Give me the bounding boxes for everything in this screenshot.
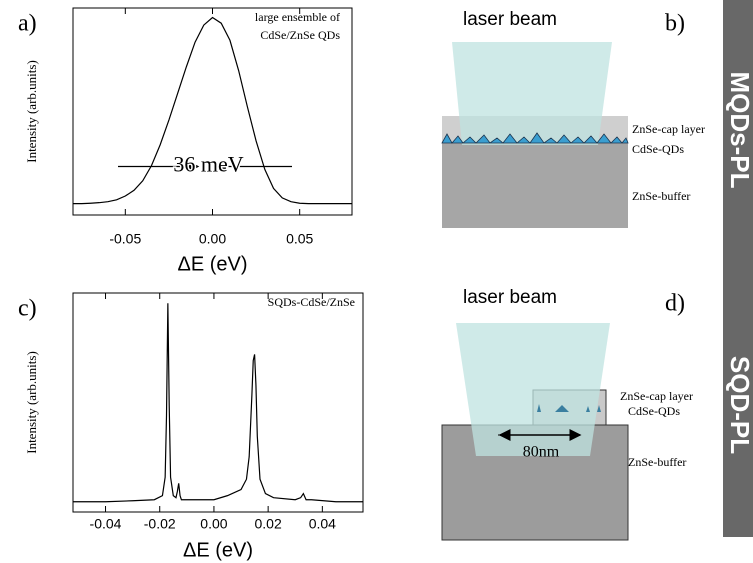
buffer-label: ZnSe-buffer bbox=[632, 189, 690, 203]
x-tick-label: -0.04 bbox=[90, 516, 122, 532]
x-tick-label: -0.02 bbox=[144, 516, 176, 532]
x-tick-label: 0.00 bbox=[199, 231, 226, 247]
panel-label: b) bbox=[665, 11, 685, 37]
size-label: 80nm bbox=[523, 444, 560, 461]
x-axis-label: ΔE (eV) bbox=[183, 539, 253, 561]
quantum-dots bbox=[441, 132, 629, 144]
fwhm-label: 36 meV bbox=[173, 152, 243, 177]
annotation: CdSe/ZnSe QDs bbox=[260, 28, 340, 42]
spectrum-line bbox=[73, 303, 363, 503]
plot-frame bbox=[72, 292, 364, 513]
buffer-layer bbox=[442, 143, 628, 228]
beam-label: laser beam bbox=[463, 9, 557, 30]
x-tick-label: 0.02 bbox=[255, 516, 282, 532]
dots-label: CdSe-QDs bbox=[628, 404, 680, 418]
laser-beam bbox=[452, 42, 612, 145]
cap-label: ZnSe-cap layer bbox=[632, 122, 705, 136]
cap-label: ZnSe-cap layer bbox=[620, 389, 693, 403]
side-band bbox=[723, 0, 753, 537]
quantum-dots bbox=[537, 404, 601, 412]
panel-label: a) bbox=[18, 11, 37, 37]
diagram-d: laser beam d) 80nm ZnSe-cap layer CdSe-Q… bbox=[441, 287, 693, 541]
beam-label: laser beam bbox=[463, 287, 557, 308]
spectrum-line bbox=[73, 16, 352, 205]
x-tick-label: 0.00 bbox=[200, 516, 227, 532]
panel-label: d) bbox=[665, 291, 685, 317]
x-axis-label: ΔE (eV) bbox=[177, 253, 247, 275]
buffer-label: ZnSe-buffer bbox=[628, 455, 686, 469]
laser-beam bbox=[456, 323, 610, 456]
side-label: MQDs-PL bbox=[725, 72, 753, 189]
y-axis-label: Intensity (arb.units) bbox=[24, 60, 39, 163]
side-label: SQD-PL bbox=[725, 356, 753, 454]
x-tick-label: 0.05 bbox=[286, 231, 313, 247]
x-tick-label: -0.05 bbox=[109, 231, 141, 247]
x-tick-label: 0.04 bbox=[309, 516, 336, 532]
panel-label: c) bbox=[18, 296, 37, 322]
y-axis-label: Intensity (arb.units) bbox=[24, 351, 39, 454]
annotation: SQDs-CdSe/ZnSe bbox=[268, 295, 355, 309]
diagram-b: laser beam b) ZnSe-cap layer CdSe-QDs Zn… bbox=[441, 9, 705, 228]
dots-label: CdSe-QDs bbox=[632, 142, 684, 156]
annotation: large ensemble of bbox=[255, 10, 340, 24]
